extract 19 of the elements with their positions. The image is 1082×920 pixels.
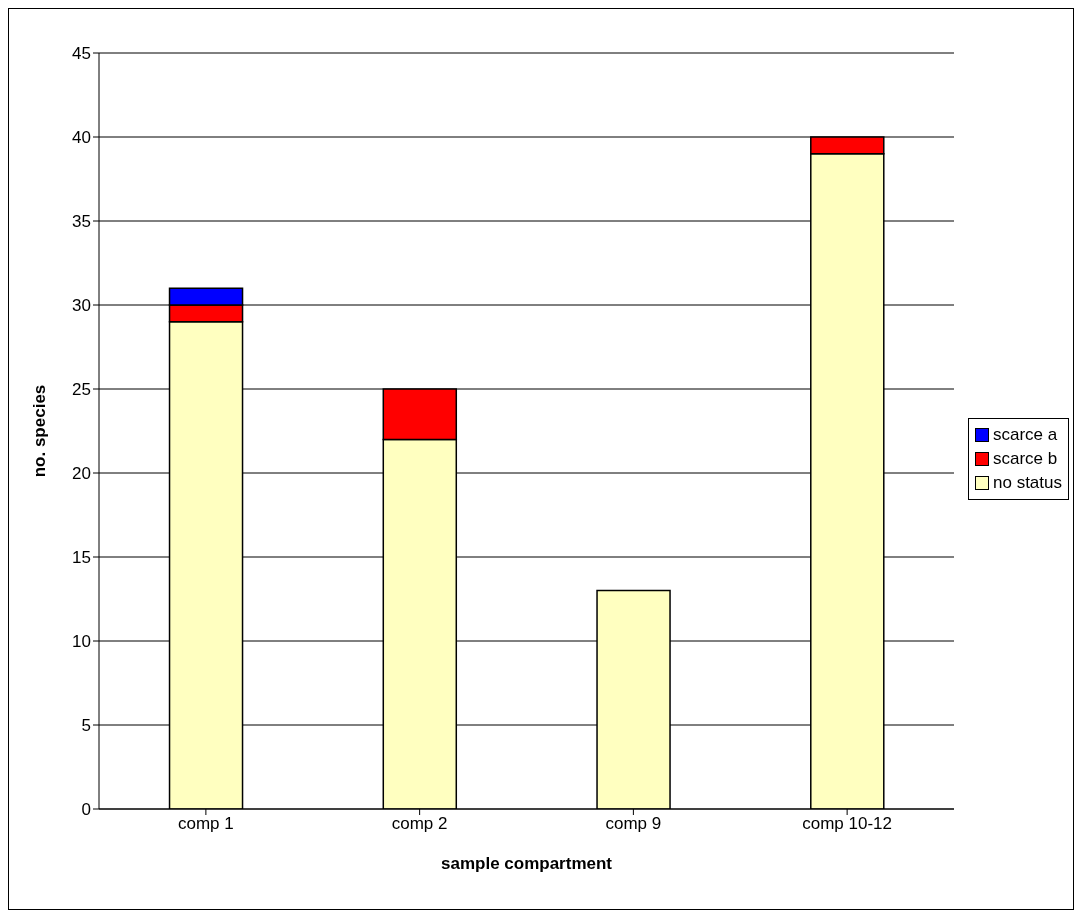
legend-label: scarce b (993, 448, 1058, 470)
x-tick-label: comp 1 (178, 814, 234, 834)
x-tick-label: comp 2 (391, 814, 448, 834)
y-tick-label: 15 (72, 548, 91, 568)
y-tick-label: 10 (72, 632, 91, 652)
y-tick-label: 35 (72, 212, 91, 232)
x-tick-label: comp 9 (605, 814, 662, 834)
y-tick-label: 20 (72, 464, 91, 484)
y-axis-title: no. species (30, 384, 50, 478)
y-tick-label: 5 (81, 716, 91, 736)
x-axis-title: sample compartment (441, 854, 613, 873)
y-tick-label: 25 (72, 380, 91, 400)
legend-label: no status (993, 472, 1062, 494)
y-tick-label: 30 (72, 296, 91, 316)
legend-label: scarce a (993, 424, 1058, 446)
y-tick-label: 0 (81, 800, 91, 820)
y-tick-label: 40 (72, 128, 91, 148)
y-tick-label: 45 (72, 44, 91, 64)
x-tick-label: comp 10-12 (802, 814, 893, 834)
